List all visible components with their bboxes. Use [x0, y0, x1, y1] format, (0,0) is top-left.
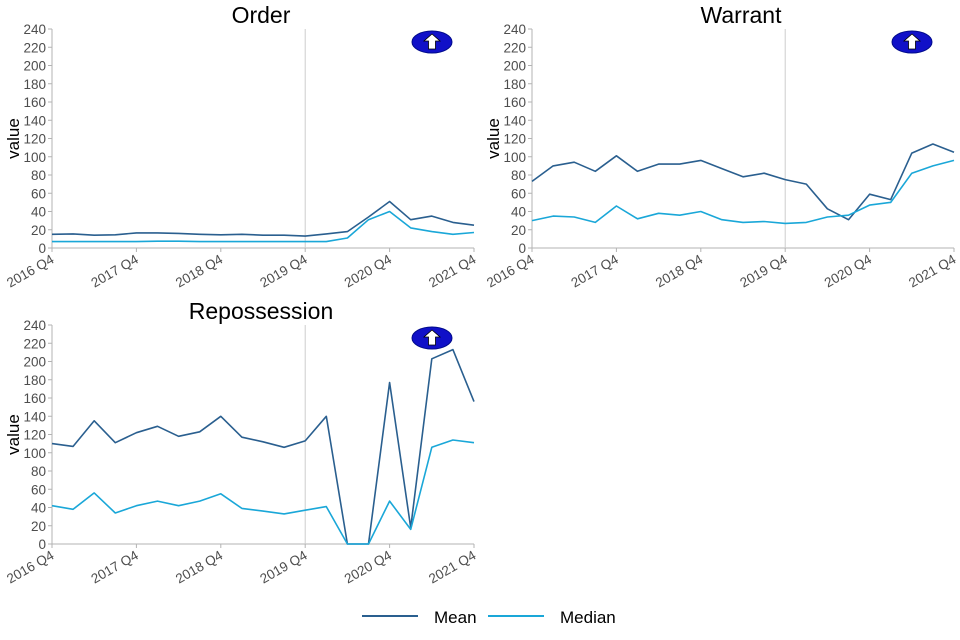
- y-tick-label: 0: [518, 241, 526, 256]
- x-tick-label: 2021 Q4: [426, 251, 479, 290]
- y-tick-label: 20: [31, 519, 46, 534]
- x-tick-label: 2020 Q4: [342, 251, 395, 290]
- panel-title: Order: [232, 2, 291, 28]
- y-tick-label: 0: [38, 241, 46, 256]
- y-tick-label: 140: [503, 113, 526, 128]
- series-line-mean: [51, 200, 475, 237]
- legend-mean-label: Mean: [434, 608, 477, 627]
- y-axis-title: value: [484, 118, 503, 159]
- y-axis-title: value: [4, 414, 23, 455]
- y-tick-label: 220: [23, 336, 46, 351]
- x-tick-label: 2021 Q4: [426, 547, 479, 586]
- series-line-mean: [531, 143, 955, 221]
- y-tick-label: 0: [38, 537, 46, 552]
- chart-panels: Ordervalue020406080100120140160180200220…: [4, 2, 959, 586]
- x-tick-label: 2019 Q4: [257, 547, 310, 586]
- x-tick-label: 2018 Q4: [173, 251, 226, 290]
- y-tick-label: 60: [31, 186, 46, 201]
- y-tick-label: 180: [503, 77, 526, 92]
- panel-order: Order value 0 20 40 60 80 100 120 140 160 180 200 220…: [4, 2, 479, 290]
- up-arrow-icon: [411, 30, 453, 54]
- y-tick-label: 240: [23, 318, 46, 333]
- y-tick-label: 100: [23, 150, 46, 165]
- y-tick-label: 60: [31, 482, 46, 497]
- y-tick-label: 160: [503, 95, 526, 110]
- panel-warrant: Warrant value 0 20 40 60 80 100 120 140 160 180 200 2…: [484, 2, 959, 290]
- up-arrow-icon: [411, 326, 453, 350]
- y-tick-label: 240: [503, 22, 526, 37]
- x-tick-label: 2016 Q4: [4, 251, 57, 290]
- y-tick-label: 80: [31, 464, 46, 479]
- x-tick-label: 2017 Q4: [89, 251, 142, 290]
- x-tick-label: 2019 Q4: [737, 251, 790, 290]
- y-tick-label: 240: [23, 22, 46, 37]
- y-tick-label: 140: [23, 113, 46, 128]
- series-line-median: [51, 439, 475, 545]
- x-tick-label: 2021 Q4: [906, 251, 959, 290]
- x-tick-label: 2016 Q4: [484, 251, 537, 290]
- series-line-mean: [51, 348, 475, 545]
- x-tick-label: 2018 Q4: [173, 547, 226, 586]
- x-tick-label: 2016 Q4: [4, 547, 57, 586]
- y-tick-label: 60: [511, 186, 526, 201]
- y-tick-label: 100: [503, 150, 526, 165]
- up-arrow-icon: [891, 30, 933, 54]
- y-tick-label: 120: [503, 132, 526, 147]
- legend: Mean Median: [362, 608, 616, 627]
- y-tick-label: 120: [23, 132, 46, 147]
- y-tick-label: 220: [503, 40, 526, 55]
- y-tick-label: 40: [31, 205, 46, 220]
- x-tick-label: 2019 Q4: [257, 251, 310, 290]
- y-tick-label: 80: [511, 168, 526, 183]
- y-tick-label: 200: [503, 59, 526, 74]
- y-tick-label: 200: [23, 59, 46, 74]
- y-axis-title: value: [4, 118, 23, 159]
- y-tick-label: 100: [23, 446, 46, 461]
- y-tick-label: 220: [23, 40, 46, 55]
- y-tick-label: 180: [23, 373, 46, 388]
- y-tick-label: 200: [23, 355, 46, 370]
- y-tick-label: 80: [31, 168, 46, 183]
- x-tick-label: 2017 Q4: [89, 547, 142, 586]
- panel-title: Repossession: [189, 298, 333, 324]
- series-line-median: [531, 159, 955, 225]
- y-tick-label: 20: [31, 223, 46, 238]
- panel-repossession: Repossession value 0 20 40 60 80 100 120 140 160 18…: [4, 298, 479, 586]
- y-tick-label: 20: [511, 223, 526, 238]
- x-tick-label: 2020 Q4: [822, 251, 875, 290]
- y-tick-label: 40: [511, 205, 526, 220]
- y-tick-label: 40: [31, 501, 46, 516]
- y-tick-label: 160: [23, 391, 46, 406]
- x-tick-label: 2020 Q4: [342, 547, 395, 586]
- y-tick-label: 120: [23, 428, 46, 443]
- x-tick-label: 2017 Q4: [569, 251, 622, 290]
- y-tick-label: 160: [23, 95, 46, 110]
- x-tick-label: 2018 Q4: [653, 251, 706, 290]
- panel-title: Warrant: [701, 2, 783, 28]
- y-tick-label: 180: [23, 77, 46, 92]
- legend-median-label: Median: [560, 608, 616, 627]
- y-tick-label: 140: [23, 409, 46, 424]
- series-line-median: [52, 210, 475, 243]
